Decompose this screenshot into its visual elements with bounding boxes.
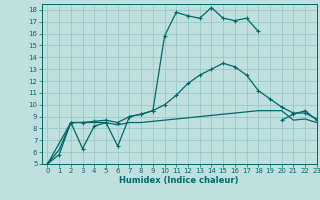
X-axis label: Humidex (Indice chaleur): Humidex (Indice chaleur)	[119, 176, 239, 185]
